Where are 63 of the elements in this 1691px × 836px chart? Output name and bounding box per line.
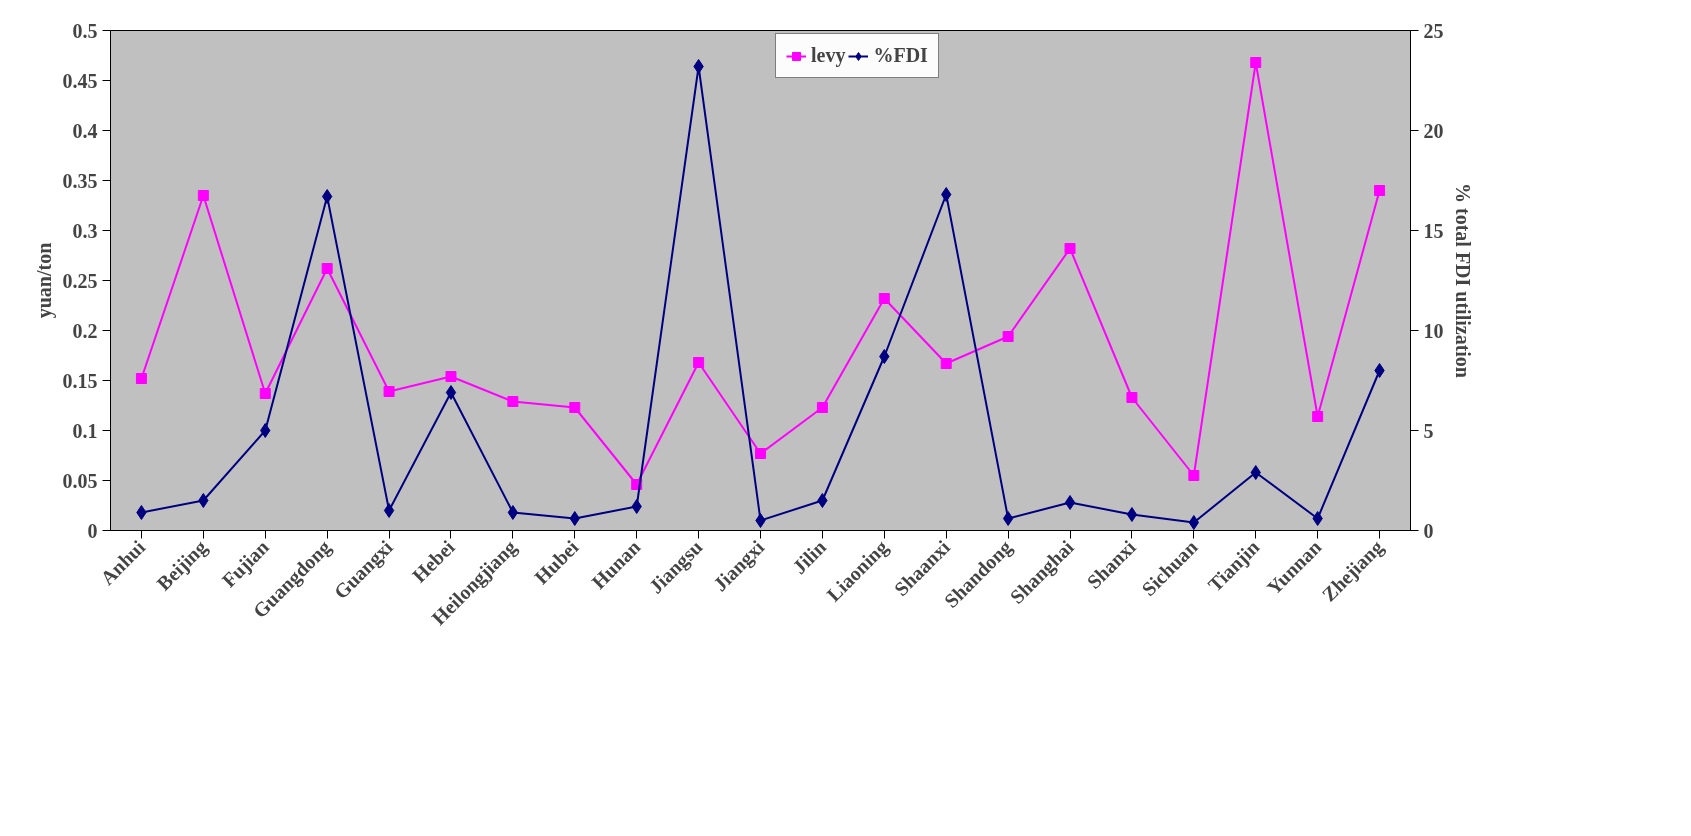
- point: [878, 293, 890, 304]
- point: [1188, 470, 1200, 481]
- point: [879, 349, 890, 364]
- y-tick-label: 0: [87, 519, 98, 542]
- point: [507, 396, 519, 407]
- point: [1002, 331, 1014, 342]
- point: [1064, 495, 1076, 510]
- y-axis-title: yuan/ton: [32, 242, 56, 319]
- y2-axis-title: % total FDI utilization: [1451, 183, 1474, 378]
- y-tick-label: 0.1: [72, 419, 98, 442]
- y2-tick-label: 15: [1423, 219, 1444, 242]
- point: [445, 371, 457, 382]
- y-tick-label: 0.4: [72, 119, 98, 142]
- point: [1312, 411, 1324, 422]
- y2-tick-label: 20: [1423, 119, 1444, 142]
- legend-label: %FDI: [873, 44, 928, 67]
- point: [1374, 185, 1386, 196]
- y2-tick-label: 0: [1423, 519, 1434, 542]
- legend-label: levy: [811, 44, 846, 67]
- y-tick-label: 0.2: [72, 319, 98, 342]
- y-tick-label: 0.15: [62, 369, 98, 392]
- point: [383, 386, 395, 397]
- point: [1250, 465, 1261, 480]
- point: [940, 358, 952, 369]
- point: [569, 511, 580, 526]
- point: [693, 357, 705, 368]
- point: [260, 423, 271, 438]
- y-tick-label: 0.45: [62, 69, 98, 92]
- y-tick-label: 0.5: [72, 19, 98, 42]
- point: [1188, 515, 1199, 530]
- point: [1126, 392, 1138, 403]
- y2-tick-label: 10: [1423, 319, 1444, 342]
- point: [383, 503, 395, 518]
- point: [136, 505, 147, 520]
- point: [755, 448, 766, 459]
- point: [321, 263, 333, 274]
- point: [135, 373, 147, 384]
- point: [693, 59, 704, 74]
- point: [817, 493, 828, 508]
- point: [941, 187, 952, 202]
- point: [507, 505, 519, 520]
- point: [631, 499, 642, 514]
- point: [1064, 243, 1076, 254]
- y2-tick-label: 25: [1423, 19, 1444, 42]
- y2-tick-label: 5: [1423, 419, 1434, 442]
- y-tick-label: 0.3: [72, 219, 98, 242]
- point: [259, 388, 271, 399]
- y-tick-label: 0.05: [62, 469, 98, 492]
- y-tick-label: 0.25: [62, 269, 98, 292]
- point: [1312, 511, 1323, 526]
- point: [197, 190, 209, 201]
- y-tick-label: 0.35: [62, 169, 98, 192]
- point: [322, 189, 333, 204]
- point: [1374, 363, 1385, 378]
- point: [445, 385, 457, 400]
- point: [198, 493, 209, 508]
- point: [1002, 511, 1014, 526]
- x-tick-label: Jilin: [787, 535, 831, 578]
- point: [816, 402, 828, 413]
- point: [755, 513, 766, 528]
- point: [1250, 57, 1262, 68]
- point: [569, 402, 581, 413]
- point: [1126, 507, 1138, 522]
